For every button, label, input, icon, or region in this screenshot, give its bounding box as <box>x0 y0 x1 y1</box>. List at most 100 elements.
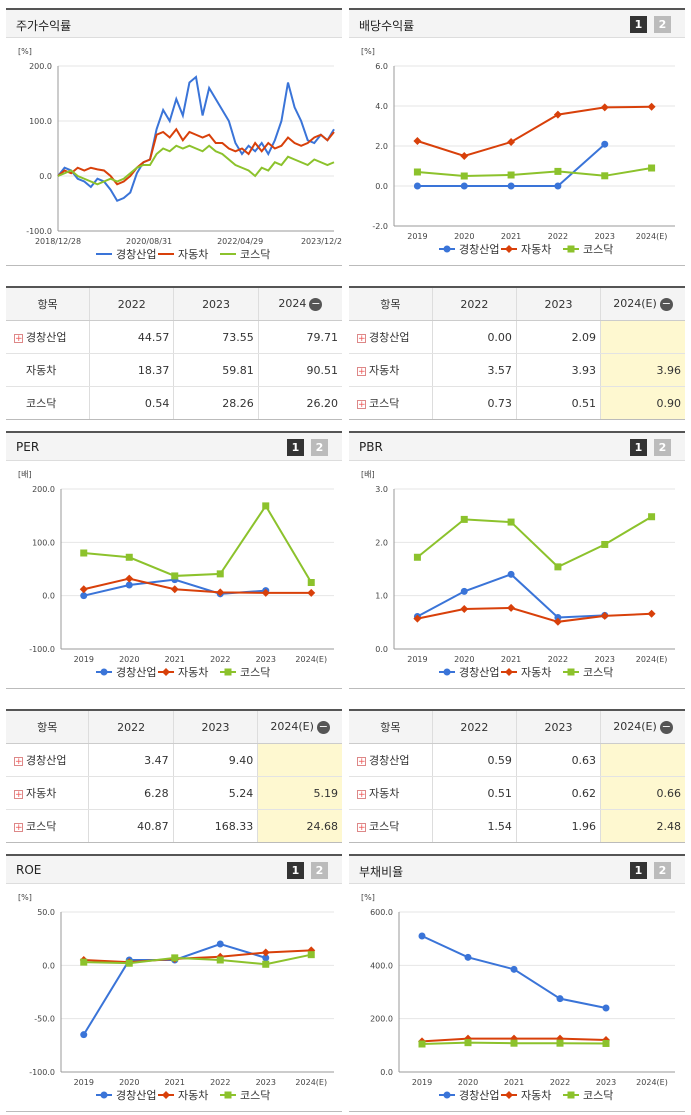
header-item: 항목 <box>349 709 433 744</box>
view-button-2[interactable]: 2 <box>654 439 671 456</box>
unit-label: [%] <box>18 47 32 56</box>
header-label: 2022 <box>117 720 146 734</box>
table-row: + 자동차 0.51 0.62 0.66 <box>349 776 685 810</box>
series-line <box>83 949 312 964</box>
pbr-table: 항목 2022 2023 2024(E) − + 경창산업 0.59 0.63 + 자동차 0.51 0… <box>349 709 685 843</box>
data-point <box>307 946 316 955</box>
data-point <box>647 609 656 618</box>
data-point <box>600 103 609 112</box>
expand-icon[interactable]: + <box>357 399 366 410</box>
data-point <box>418 932 426 940</box>
row-label: 자동차 <box>26 787 57 800</box>
header-year: 2023 <box>173 286 259 321</box>
collapse-icon[interactable]: − <box>309 296 323 311</box>
row-name: + 자동차 <box>349 776 433 810</box>
view-button-2[interactable]: 2 <box>311 439 328 456</box>
chart-area: [배] 3.0 2.0 1.0 0.0 2019 2020 2021 2022 2023 2024(… <box>349 461 685 689</box>
data-point <box>507 182 515 190</box>
expand-icon[interactable]: + <box>357 366 366 377</box>
kosdaq-series <box>413 164 656 180</box>
x-tick-label: 2023 <box>256 1078 276 1087</box>
chart-area: [%] 200.0 100.0 0.0 -100.0 2018/12/28 2020/08/… <box>6 38 342 266</box>
stock-return-table: 항목 2022 2023 2024− + 경창산업 44.57 73.55 79.71 자동차 18… <box>6 286 342 420</box>
unit-label: [%] <box>361 893 375 902</box>
data-point <box>507 603 516 612</box>
expand-icon[interactable]: + <box>357 789 366 800</box>
cell-value: 0.54 <box>89 386 174 420</box>
data-point <box>554 182 562 190</box>
legend: 경창산업 자동차 코스닥 <box>96 248 270 261</box>
expand-icon[interactable]: + <box>357 822 366 833</box>
view-button-1[interactable]: 1 <box>287 439 304 456</box>
collapse-icon[interactable]: − <box>659 719 673 734</box>
x-tick-label: 2023 <box>256 655 276 664</box>
panel-divider <box>6 265 342 266</box>
view-button-1[interactable]: 1 <box>630 439 647 456</box>
header-label: 2023 <box>202 297 231 311</box>
collapse-icon[interactable]: − <box>659 296 673 311</box>
view-button-1[interactable]: 1 <box>287 862 304 879</box>
view-button-2[interactable]: 2 <box>654 16 671 33</box>
data-point <box>80 1031 88 1039</box>
panel-title: 부채비율 <box>359 865 404 879</box>
row-name: + 코스닥 <box>6 809 89 843</box>
data-point <box>554 563 562 571</box>
legend: 경창산업 자동차 코스닥 <box>96 1089 270 1102</box>
row-name: 자동차 <box>6 353 90 387</box>
data-point <box>171 954 179 962</box>
cell-value: 28.26 <box>173 386 259 420</box>
x-tick-label: 2022 <box>548 655 568 664</box>
data-point <box>413 168 421 176</box>
cell-value: 9.40 <box>172 743 258 777</box>
unit-label: [배] <box>361 470 375 479</box>
expand-icon[interactable]: + <box>14 789 23 800</box>
data-point <box>261 588 270 597</box>
view-button-2[interactable]: 2 <box>654 862 671 879</box>
x-tick-label: 2023 <box>595 655 615 664</box>
x-tick-label: 2023/12/28 <box>301 237 342 246</box>
panel-title: PBR <box>359 440 383 454</box>
table-row: + 자동차 3.57 3.93 3.96 <box>349 353 685 387</box>
expand-icon[interactable]: + <box>357 333 366 344</box>
data-point <box>460 605 469 613</box>
cell-value: 0.51 <box>431 776 517 810</box>
row-label: 코스닥 <box>369 820 400 833</box>
legend-marker <box>100 1091 108 1099</box>
legend-label: 자동차 <box>178 248 208 261</box>
data-point <box>510 965 518 973</box>
expand-icon[interactable]: + <box>357 756 366 767</box>
data-point <box>556 995 564 1003</box>
panel-title: 배당수익률 <box>359 19 415 33</box>
expand-icon[interactable]: + <box>14 756 23 767</box>
row-label: 경창산업 <box>369 754 410 767</box>
x-tick-label: 2024(E) <box>295 1078 327 1087</box>
view-button-1[interactable]: 1 <box>630 16 647 33</box>
header-item: 항목 <box>6 286 90 321</box>
x-tick-label: 2019 <box>412 1078 432 1087</box>
x-tick-label: 2019 <box>407 655 427 664</box>
legend-marker <box>100 668 108 676</box>
cell-value: 0.66 <box>600 776 685 810</box>
panel-header: PER 1 2 <box>6 431 342 461</box>
expand-icon[interactable]: + <box>14 333 23 344</box>
cell-value: 0.90 <box>600 386 685 420</box>
legend: 경창산업 자동차 코스닥 <box>439 1089 613 1102</box>
x-tick-label: 2021 <box>504 1078 524 1087</box>
view-button-1[interactable]: 1 <box>630 862 647 879</box>
data-point <box>554 167 562 175</box>
legend-label: 코스닥 <box>583 1089 613 1102</box>
collapse-icon[interactable]: − <box>316 719 330 734</box>
expand-icon[interactable]: + <box>14 822 23 833</box>
data-point <box>553 110 562 119</box>
chart-area: [%] 6.0 4.0 2.0 0.0 -2.0 2019 2020 2021 2022 2023 2… <box>349 38 685 266</box>
series-line <box>83 577 312 594</box>
x-tick-label: 2020 <box>458 1078 478 1087</box>
panel-divider <box>349 688 685 689</box>
data-point <box>460 182 468 190</box>
legend-marker <box>443 668 451 676</box>
y-tick-label: 0.0 <box>42 592 55 601</box>
y-tick-label: 0.0 <box>39 172 52 181</box>
header-year: 2023 <box>515 709 601 744</box>
view-button-2[interactable]: 2 <box>311 862 328 879</box>
legend-label: 경창산업 <box>459 243 499 256</box>
